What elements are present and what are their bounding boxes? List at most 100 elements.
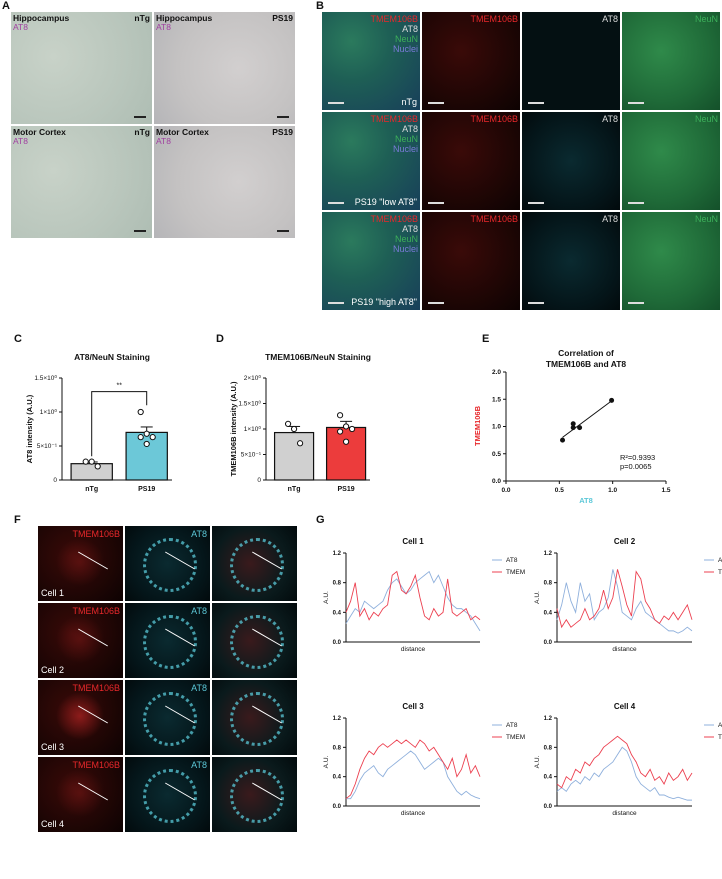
y-axis-label: A.U.	[534, 591, 541, 604]
significance-label: **	[116, 383, 122, 390]
data-point	[296, 440, 304, 447]
channel-label: AT8	[402, 24, 418, 34]
legend-label: AT8	[718, 557, 722, 564]
y-tick-label: 2.0	[492, 369, 501, 376]
data-point	[143, 440, 150, 448]
chart-title: TMEM106B and AT8	[546, 359, 627, 369]
chart-title: Cell 4	[614, 702, 636, 711]
region-label: Motor Cortex	[13, 127, 66, 137]
channel-label: NeuN	[694, 14, 718, 24]
panel-label-g: G	[316, 514, 325, 526]
chart-title: Cell 3	[402, 702, 424, 711]
channel-label: TMEM106B	[72, 683, 120, 693]
y-tick-label: 1.0	[492, 424, 501, 431]
channel-label: Nuclei	[392, 244, 418, 254]
stain-label: AT8	[156, 136, 171, 146]
data-point	[284, 420, 292, 427]
micrograph: TMEM106B AT8 NeuN Nuclei nTg	[322, 12, 420, 110]
y-tick-label: 0.4	[544, 775, 553, 781]
data-point	[577, 425, 583, 431]
data-point	[342, 438, 350, 445]
histology-image: Motor Cortex AT8 PS19	[154, 126, 295, 238]
cell-micrograph: AT8	[125, 757, 210, 832]
legend-label: AT8	[506, 722, 518, 729]
legend-label: AT8	[718, 722, 722, 729]
cell-micrograph	[212, 526, 297, 601]
cell-outline	[230, 769, 284, 823]
panel-label-b: B	[316, 0, 324, 12]
x-axis-label: distance	[612, 646, 637, 653]
channel-label: TMEM106B	[72, 606, 120, 616]
group-label: nTg	[134, 13, 150, 23]
channel-label: NeuN	[394, 234, 418, 244]
y-axis-label: TMEM106B intensity (A.U.)	[229, 381, 238, 477]
y-axis-label: AT8 intensity (A.U.)	[25, 394, 34, 463]
channel-label: TMEM106B	[470, 114, 518, 124]
x-tick-label: nTg	[288, 486, 301, 493]
chart-title: TMEM106B/NeuN Staining	[265, 352, 371, 362]
channel-label: Nuclei	[392, 44, 418, 54]
y-tick-label: 0.0	[544, 640, 553, 646]
series-line-AT8	[346, 750, 481, 800]
cell-micrograph: AT8	[125, 603, 210, 678]
y-tick-label: 1.2	[544, 716, 553, 722]
cell-micrograph: TMEM106B Cell 1	[38, 526, 123, 601]
cell-outline	[230, 692, 284, 746]
micrograph: NeuN	[622, 112, 720, 210]
panel-label-d: D	[216, 333, 224, 345]
micrograph: NeuN	[622, 212, 720, 310]
series-line-TMEM	[345, 739, 481, 800]
cell-label: Cell 1	[41, 588, 65, 598]
scale-bar	[328, 102, 344, 104]
y-tick-label: 1.2	[544, 551, 553, 557]
data-point	[570, 425, 576, 431]
cell-outline	[143, 769, 197, 823]
channel-label: TMEM106B	[470, 14, 518, 24]
channel-label: AT8	[602, 14, 618, 24]
row-label: nTg	[401, 97, 417, 107]
data-point	[336, 428, 344, 435]
series-line-TMEM	[556, 569, 693, 629]
y-tick-label: 5×10⁻¹	[241, 452, 262, 459]
scale-bar	[134, 116, 146, 118]
series-line-AT8	[556, 746, 692, 801]
channel-label: TMEM106B	[370, 14, 418, 24]
bar-PS19	[125, 431, 168, 481]
data-point	[88, 458, 95, 465]
cell-micrograph: AT8	[125, 526, 210, 601]
scale-bar	[428, 302, 444, 304]
channel-label: AT8	[191, 529, 207, 539]
scale-bar	[528, 302, 544, 304]
micrograph: AT8	[522, 12, 620, 110]
channel-label: TMEM106B	[72, 760, 120, 770]
stat-annotation: p=0.0065	[620, 462, 652, 471]
channel-label: AT8	[402, 224, 418, 234]
y-tick-label: 1.2	[333, 716, 342, 722]
y-axis-label: A.U.	[323, 755, 330, 768]
micrograph: TMEM106B AT8 NeuN Nuclei PS19 "high AT8"	[322, 212, 420, 310]
y-tick-label: 1.2	[333, 551, 342, 557]
y-tick-label: 0.8	[544, 745, 553, 751]
x-tick-label: 1.0	[608, 487, 617, 494]
x-tick-label: 1.5	[661, 487, 670, 494]
bar-nTg	[70, 463, 113, 481]
region-label: Hippocampus	[156, 13, 213, 23]
cell-micrograph: TMEM106B Cell 2	[38, 603, 123, 678]
channel-label: AT8	[191, 683, 207, 693]
x-tick-label: 0.0	[501, 487, 510, 494]
chart-title: AT8/NeuN Staining	[74, 352, 150, 362]
series-line-AT8	[345, 570, 481, 632]
channel-label: AT8	[602, 114, 618, 124]
x-tick-label: PS19	[138, 486, 155, 493]
y-tick-label: 0.4	[544, 610, 553, 616]
stain-label: AT8	[13, 136, 28, 146]
scale-bar	[528, 202, 544, 204]
channel-label: TMEM106B	[470, 214, 518, 224]
cell-micrograph	[212, 603, 297, 678]
series-line-AT8	[556, 569, 693, 634]
regression-line	[562, 400, 612, 438]
chart-title: Cell 1	[402, 537, 424, 546]
data-point	[348, 425, 356, 433]
cell-label: Cell 2	[41, 665, 65, 675]
